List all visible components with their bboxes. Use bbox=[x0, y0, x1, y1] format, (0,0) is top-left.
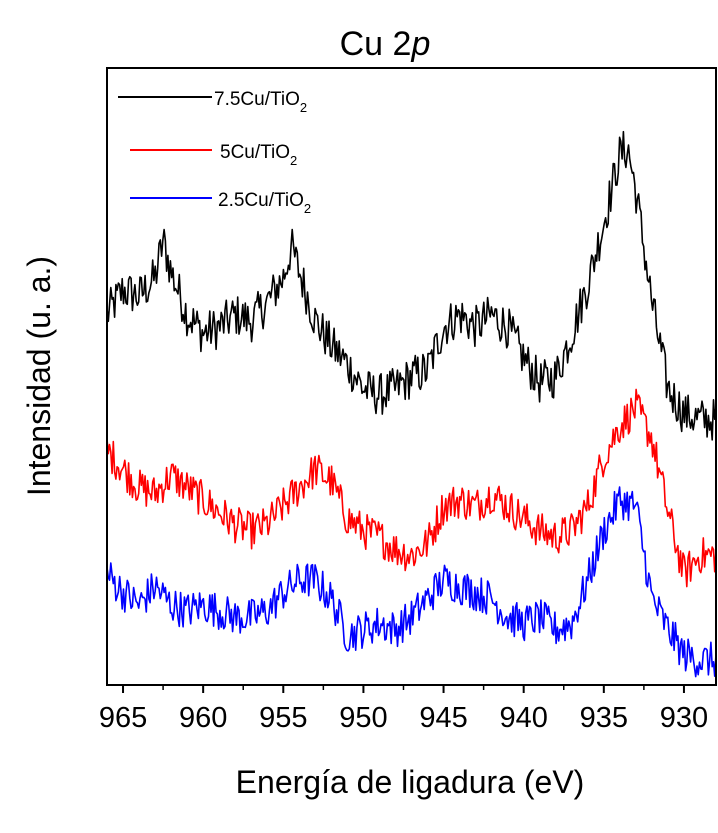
legend: 7.5Cu/TiO2 5Cu/TiO2 2.5Cu/TiO2 bbox=[118, 89, 311, 216]
chart-title: Cu 2p bbox=[340, 25, 431, 63]
x-tick-label-6: 940 bbox=[499, 702, 547, 734]
x-tick-label-3: 955 bbox=[259, 702, 307, 734]
plot-frame bbox=[106, 67, 717, 686]
series-line-2 bbox=[106, 388, 717, 588]
y-axis-label: Intensidad (u. a.) bbox=[21, 256, 57, 496]
x-tick-label-7: 935 bbox=[580, 702, 628, 734]
chart-title-italic: p bbox=[410, 25, 430, 63]
series-line-3 bbox=[106, 486, 717, 678]
x-axis: 965 960 955 950 945 940 935 930 bbox=[99, 685, 708, 734]
legend-label-2: 5Cu/TiO2 bbox=[220, 142, 297, 168]
x-tick-label-4: 950 bbox=[339, 702, 387, 734]
x-tick-label-2: 960 bbox=[179, 702, 227, 734]
chart-title-main: Cu 2 bbox=[340, 25, 412, 63]
series-line-1 bbox=[106, 130, 717, 441]
legend-label-1: 7.5Cu/TiO2 bbox=[214, 89, 307, 115]
x-tick-label-1: 965 bbox=[99, 702, 147, 734]
x-tick-label-8: 930 bbox=[660, 702, 708, 734]
legend-label-3: 2.5Cu/TiO2 bbox=[218, 190, 311, 216]
series-layer bbox=[106, 130, 717, 678]
x-axis-label: Energía de ligadura (eV) bbox=[236, 764, 585, 800]
x-tick-label-5: 945 bbox=[419, 702, 467, 734]
